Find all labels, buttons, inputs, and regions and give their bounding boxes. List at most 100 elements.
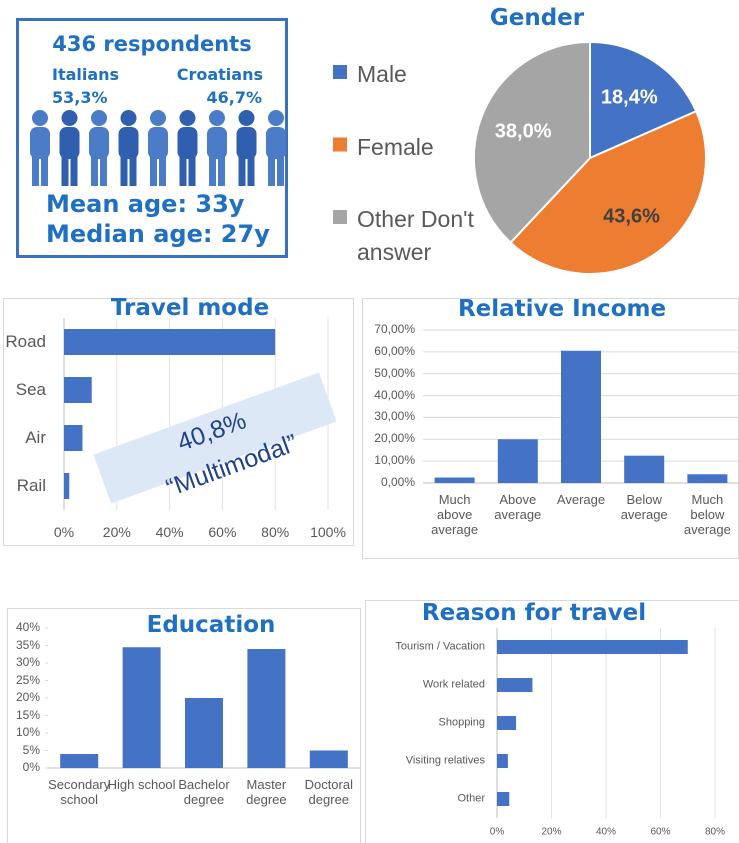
chart-title: Travel mode [111,295,269,321]
bar [64,377,92,403]
y-tick-label: 15% [16,709,40,723]
person-icon [150,110,166,126]
bar [123,647,161,768]
y-tick-label: 20,00% [374,432,415,446]
bar [64,425,82,451]
bar [435,478,475,483]
y-tick-label: 30% [16,656,40,670]
person-icon [189,152,196,186]
person-icon [268,152,275,186]
x-tick-label: 40% [596,826,616,838]
y-tick-label: Road [5,332,46,352]
person-icon [180,110,196,126]
chart-title: Reason for travel [422,600,646,626]
chart-title: Gender [490,5,584,31]
legend-label: Male [357,58,527,91]
chart-title: Education [147,612,276,638]
y-tick-label: 60,00% [374,345,415,359]
y-tick-label: Rail [17,476,46,496]
bar [185,698,223,768]
bar [60,754,98,768]
x-tick-label: 0% [54,524,74,540]
y-tick-label: 5% [23,744,40,758]
bar [497,716,516,730]
x-tick-label: 100% [310,524,346,540]
x-tick-label: 40% [156,524,184,540]
person-icon [121,110,137,126]
legend-swatch [333,138,347,152]
x-tick-label: Above average [487,493,549,523]
respondents: 436 respondents [52,32,251,56]
y-tick-label: 40,00% [374,389,415,403]
person-icon [150,152,157,186]
y-tick-label: Other [457,793,485,806]
person-icon [100,152,107,186]
y-tick-label: 50,00% [374,367,415,381]
x-tick-label: Average [550,493,612,508]
bar [497,640,688,654]
x-tick-label: High school [106,778,178,793]
data-label: 18,4% [601,86,658,109]
bar [497,754,508,768]
person-icon [239,110,255,126]
person-icon [41,152,48,186]
bar [64,329,275,355]
x-tick-label: Below average [613,493,675,523]
x-tick-label: 0% [490,826,504,838]
x-tick-label: Master degree [230,778,302,808]
y-tick-label: 70,00% [374,323,415,337]
person-icon [32,152,39,186]
chart-layer [0,0,739,843]
x-tick-label: 80% [705,826,725,838]
person-icon [180,152,187,186]
median-age: Median age: 27y [46,221,270,249]
y-tick-label: 10% [16,726,40,740]
person-icon [62,152,69,186]
mean-age: Mean age: 33y [46,191,244,219]
person-icon [91,152,98,186]
data-label: 38,0% [495,120,552,143]
bar [497,678,532,692]
x-tick-label: Much below average [676,493,738,538]
person-icon [209,152,216,186]
y-tick-label: Tourism / Vacation [395,641,485,654]
person-icon [71,152,78,186]
y-tick-label: 0% [23,761,40,775]
x-tick-label: Secondary school [43,778,115,808]
group-share: 46,7% [206,89,262,107]
bar [310,751,348,769]
x-tick-label: 60% [208,524,236,540]
person-icon [277,152,284,186]
person-icon [91,110,107,126]
person-icon [130,152,137,186]
y-tick-label: 0,00% [381,476,415,490]
bar [624,456,664,483]
y-tick-label: 20% [16,691,40,705]
y-tick-label: Shopping [439,717,486,730]
data-label: 43,6% [603,205,660,228]
y-tick-label: 25% [16,674,40,688]
x-tick-label: 20% [541,826,561,838]
legend-swatch [333,65,347,79]
x-tick-label: Bachelor degree [168,778,240,808]
legend-swatch [333,210,347,224]
infographic: 436 respondents Italians 53,3% Croatians… [0,0,739,843]
y-tick-label: Visiting relatives [406,755,485,768]
y-tick-label: Work related [423,679,485,692]
y-tick-label: 30,00% [374,411,415,425]
chart-title: Relative Income [458,296,666,322]
bar [498,439,538,483]
bar [561,351,601,483]
person-icon [268,110,284,126]
x-tick-label: 60% [650,826,670,838]
person-icon [32,110,48,126]
bar [497,792,509,806]
person-icon [248,152,255,186]
bar [687,474,727,483]
x-tick-label: 80% [261,524,289,540]
x-tick-label: Doctoral degree [293,778,365,808]
person-icon [218,152,225,186]
group-label: Italians [52,66,119,84]
person-icon [121,152,128,186]
y-tick-label: 10,00% [374,454,415,468]
